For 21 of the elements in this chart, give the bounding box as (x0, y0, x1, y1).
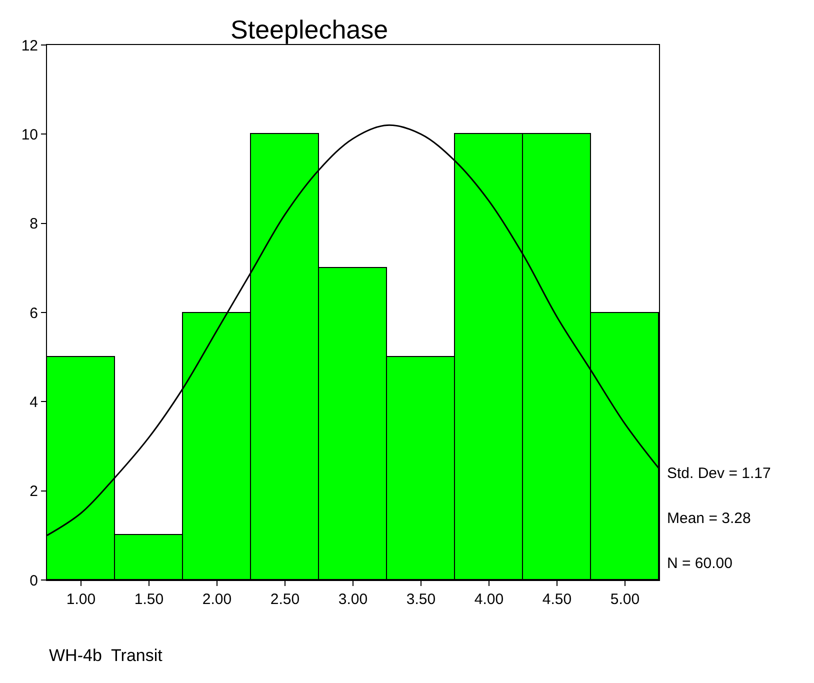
y-tick-label: 6 (30, 304, 38, 322)
text: Mean = 3.28 (667, 510, 751, 527)
x-tick-label: 1.50 (134, 591, 164, 608)
x-tick-label: 1.00 (66, 591, 96, 608)
x-tick-label: 4.00 (474, 591, 504, 608)
x-tick-label: 5.00 (610, 591, 640, 608)
text: N = 60.00 (667, 555, 732, 572)
text: Std. Dev = 1.17 (667, 465, 771, 482)
chart-title: Steeplechase (230, 14, 388, 45)
y-tick-label: 8 (30, 216, 38, 233)
x-tick-label: 3.50 (406, 591, 436, 608)
x-tick-label: 2.00 (202, 591, 232, 608)
x-axis-title: WH-4b Transit (49, 646, 163, 665)
x-tick-label: 4.50 (542, 591, 572, 608)
y-tick-label: 4 (30, 394, 38, 411)
y-tick-label: 10 (21, 126, 38, 144)
y-tick-label: 12 (21, 37, 38, 54)
y-tick-label: 2 (30, 483, 38, 500)
y-tick-label: 0 (30, 572, 38, 590)
x-tick-label: 3.00 (338, 591, 368, 608)
x-tick-label: 2.50 (270, 591, 300, 608)
